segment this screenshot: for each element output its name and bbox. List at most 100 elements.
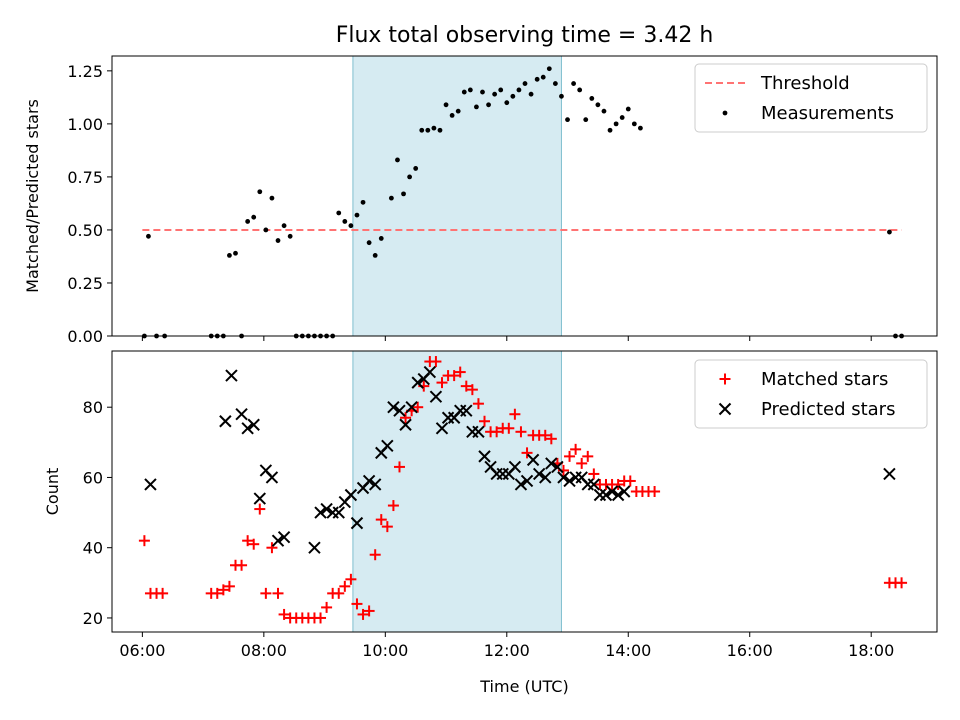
measurement-point — [546, 66, 552, 72]
predicted-star-point — [320, 502, 333, 516]
matched-star-point — [545, 433, 557, 445]
matched-star-point — [211, 587, 223, 599]
matched-star-point — [400, 412, 412, 424]
measurement-point — [419, 127, 425, 133]
measurement-point — [354, 212, 360, 218]
x-tick-label: 12:00 — [484, 641, 530, 660]
x-axis-label: Time (UTC) — [479, 677, 568, 696]
matched-star-point — [521, 447, 533, 459]
measurement-point — [540, 74, 546, 80]
chart-title: Flux total observing time = 3.42 h — [336, 23, 714, 48]
predicted-star-point — [563, 474, 576, 488]
predicted-star-point — [581, 478, 594, 491]
top-y-axis-label: Matched/Predicted stars — [23, 99, 42, 293]
bottom-marks — [138, 356, 908, 624]
predicted-star-point — [545, 457, 558, 470]
predicted-star-point — [611, 488, 625, 502]
matched-star-point — [448, 370, 460, 382]
matched-star-point — [466, 384, 478, 396]
measurement-point — [607, 127, 613, 133]
measurement-point — [595, 102, 601, 108]
matched-star-point — [254, 503, 266, 515]
measurement-point — [534, 76, 540, 82]
measurement-point — [480, 89, 485, 95]
y-tick-label: 1.25 — [67, 62, 103, 81]
measurement-point — [504, 100, 510, 106]
predicted-star-point — [219, 415, 232, 428]
predicted-star-point — [368, 478, 382, 491]
matched-star-point — [272, 587, 284, 599]
matched-star-point — [479, 415, 491, 427]
matched-star-point — [333, 587, 345, 599]
matched-star-point — [393, 461, 405, 473]
matched-star-point — [896, 577, 908, 589]
measurement-point — [583, 117, 589, 123]
legend-box — [694, 63, 928, 133]
predicted-star-point — [381, 439, 394, 453]
predicted-star-point — [332, 506, 345, 519]
matched-star-point — [472, 398, 484, 410]
matched-star-point — [539, 429, 551, 441]
matched-star-point — [266, 542, 278, 554]
legend-box — [694, 359, 928, 429]
matched-star-point — [649, 486, 661, 497]
predicted-star-point — [344, 488, 358, 502]
predicted-star-point — [618, 485, 631, 498]
predicted-star-point — [350, 516, 364, 530]
predicted-star-point — [225, 369, 238, 382]
measurement-point — [348, 223, 354, 229]
bottom-axes-frame — [111, 350, 938, 633]
bottom-x-ticks: 06:00 08:00 10:00 12:00 14:00 16:00 18:00 — [119, 632, 894, 660]
matched-star-point — [351, 598, 363, 610]
matched-star-point — [138, 535, 150, 547]
predicted-star-point — [460, 404, 473, 417]
measurement-point — [287, 233, 293, 239]
bottom-legend: Matched stars Predicted stars — [694, 359, 928, 429]
y-tick-label: 60 — [83, 468, 103, 487]
matched-star-point — [515, 426, 527, 438]
bottom-y-ticks: 20 40 60 80 — [83, 398, 112, 628]
measurement-point — [474, 104, 479, 110]
measurement-point — [275, 238, 281, 243]
predicted-star-point — [277, 530, 291, 544]
x-tick-label: 06:00 — [119, 641, 165, 660]
top-observing-window — [352, 55, 562, 337]
measurement-point — [401, 191, 406, 197]
matched-star-point — [260, 587, 272, 599]
measurement-point — [461, 89, 467, 95]
y-tick-label: 40 — [83, 539, 103, 558]
predicted-star-point — [241, 422, 254, 435]
measurement-point — [625, 106, 631, 112]
measurement-point — [395, 157, 400, 163]
measurement-point — [431, 125, 437, 131]
measurement-point — [336, 210, 342, 216]
matched-star-point — [570, 443, 582, 455]
top-legend: Threshold Measurements — [694, 63, 928, 133]
matched-star-point — [436, 377, 448, 389]
matched-star-point — [430, 356, 442, 368]
predicted-star-point — [508, 460, 522, 474]
matched-star-point — [339, 580, 351, 592]
matched-star-point — [454, 366, 466, 378]
predicted-star-point — [423, 365, 437, 379]
top-x-ticks — [141, 336, 872, 341]
measurement-point — [486, 102, 491, 108]
measurement-point — [601, 108, 607, 114]
matched-star-point — [588, 468, 600, 480]
measurement-point — [638, 125, 643, 131]
predicted-star-point — [411, 376, 424, 389]
y-tick-label: 0.75 — [67, 168, 103, 187]
matched-star-point — [503, 422, 515, 434]
predicted-star-point — [557, 471, 570, 484]
matched-star-point — [223, 580, 235, 592]
predicted-star-point — [253, 492, 266, 505]
measurement-point — [443, 102, 449, 108]
matched-star-point — [315, 612, 327, 624]
measurement-point — [407, 174, 413, 180]
measurement-point — [281, 223, 287, 229]
predicted-star-point — [308, 541, 321, 554]
measurement-point — [269, 195, 275, 201]
bottom-observing-window — [352, 350, 562, 633]
bottom-y-axis-label: Count — [43, 468, 62, 516]
